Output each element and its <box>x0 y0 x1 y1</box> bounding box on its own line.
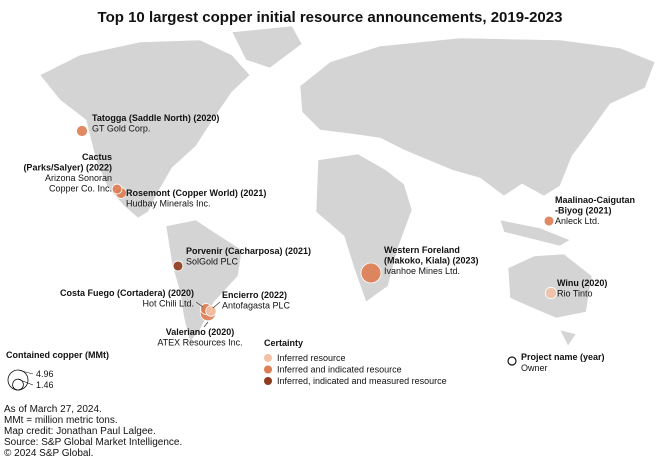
certainty-swatch <box>264 365 272 374</box>
project-name: Porvenir (Cacharposa) (2021) <box>186 246 311 256</box>
project-bubble <box>76 125 88 137</box>
project-name: Tatogga (Saddle North) (2020) <box>92 113 219 123</box>
project-bubble <box>543 215 555 227</box>
project-name: -Biyog (2021) <box>555 206 612 216</box>
size-legend-label: 4.96 <box>36 369 54 379</box>
project-name: Costa Fuego (Cortadera) (2020) <box>60 288 194 298</box>
project-name: Rosemont (Copper World) (2021) <box>126 188 266 198</box>
project-name: Western Foreland <box>384 245 460 255</box>
project-name: Winu (2020) <box>557 278 607 288</box>
project-bubble <box>544 286 558 300</box>
projects: Tatogga (Saddle North) (2020)GT Gold Cor… <box>23 113 635 348</box>
project-owner: Rio Tinto <box>557 289 593 299</box>
project-owner: ATEX Resources Inc. <box>157 338 242 348</box>
project-owner: Anleck Ltd. <box>555 216 600 226</box>
project-owner: Hudbay Minerals Inc. <box>126 199 211 209</box>
certainty-legend-title: Certainty <box>264 338 303 348</box>
project-owner: Ivanhoe Mines Ltd. <box>384 266 460 276</box>
footnote: Map credit: Jonathan Paul Lalgee. <box>4 426 156 437</box>
footnote: As of March 27, 2024. <box>4 404 102 415</box>
size-legend-leader <box>17 378 34 386</box>
project-bubble <box>205 305 217 317</box>
project-name: Cactus <box>82 152 112 162</box>
project-bubble <box>172 260 184 272</box>
footnote: Source: S&P Global Market Intelligence. <box>4 437 182 448</box>
project-owner: Copper Co. Inc. <box>49 184 112 194</box>
project-owner: Hot Chili Ltd. <box>142 299 194 309</box>
project-owner: SolGold PLC <box>186 257 239 267</box>
size-legend-leader <box>17 369 34 375</box>
key-marker <box>507 356 517 366</box>
project-name: Maalinao-Caigutan <box>555 195 635 205</box>
footnote: MMt = million metric tons. <box>4 415 118 426</box>
title: Top 10 largest copper initial resource a… <box>98 9 563 26</box>
project-name: (Parks/Salyer) (2022) <box>23 163 112 173</box>
leader-line <box>212 301 221 309</box>
project-owner: Arizona Sonoran <box>45 173 112 183</box>
project-name: (Makoko, Kiala) (2023) <box>384 256 479 266</box>
footnote: © 2024 S&P Global. <box>4 448 93 459</box>
certainty-swatch <box>264 354 272 362</box>
project-owner: Antofagasta PLC <box>222 301 291 311</box>
project-owner: GT Gold Corp. <box>92 124 150 134</box>
size-legend-title: Contained copper (MMt) <box>6 350 109 360</box>
project-name: Encierro (2022) <box>222 290 287 300</box>
certainty-label: Inferred, indicated and measured resourc… <box>277 376 447 386</box>
size-legend-circle <box>7 369 29 391</box>
project-bubble <box>360 262 382 284</box>
size-legend-label: 1.46 <box>36 380 54 390</box>
basemap <box>39 25 656 347</box>
project-name: Valeriano (2020) <box>166 327 235 337</box>
certainty-label: Inferred and indicated resource <box>277 365 402 375</box>
leader-line <box>203 321 209 328</box>
project-bubble <box>111 183 123 195</box>
leader-line <box>195 301 204 308</box>
certainty-label: Inferred resource <box>277 353 346 363</box>
certainty-swatch <box>264 377 272 385</box>
key-name: Project name (year) <box>521 352 605 362</box>
key-owner: Owner <box>521 363 548 373</box>
